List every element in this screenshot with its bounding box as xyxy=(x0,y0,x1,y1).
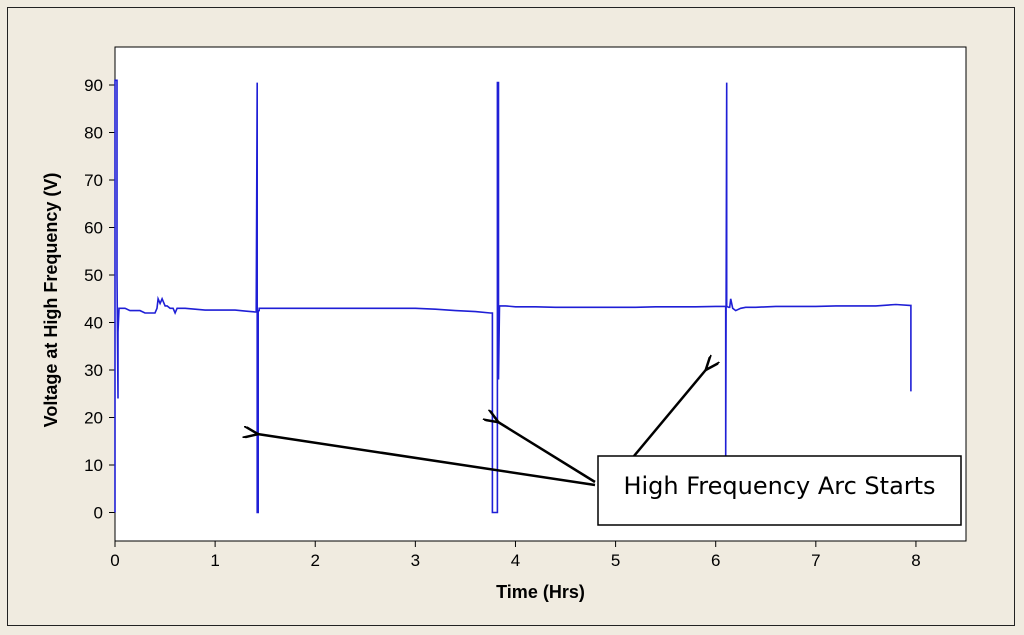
annotation-arrow xyxy=(498,422,596,484)
y-tick-label: 50 xyxy=(84,266,103,285)
x-tick-label: 0 xyxy=(110,551,119,570)
y-tick-label: 90 xyxy=(84,76,103,95)
y-tick-label: 10 xyxy=(84,456,103,475)
series-layer xyxy=(114,79,912,514)
x-tick-label: 8 xyxy=(911,551,920,570)
y-tick-label: 70 xyxy=(84,171,103,190)
annotation-arrow xyxy=(633,370,706,457)
x-tick-label: 5 xyxy=(611,551,620,570)
x-tick-label: 3 xyxy=(411,551,420,570)
series-line-0 xyxy=(114,79,912,514)
axis-ticks: 0 10 20 30 40 50 60 70 80 90 0 1 2 3 4 5 6 7 8 xyxy=(84,76,921,570)
annotation-text: High Frequency Arc Starts xyxy=(623,472,935,500)
x-tick-label: 1 xyxy=(210,551,219,570)
y-tick-label: 20 xyxy=(84,409,103,428)
annotation-box xyxy=(597,455,962,526)
x-tick-label: 2 xyxy=(311,551,320,570)
y-tick-label: 80 xyxy=(84,124,103,143)
y-tick-label: 40 xyxy=(84,314,103,333)
x-tick-label: 6 xyxy=(711,551,720,570)
x-tick-label: 7 xyxy=(811,551,820,570)
x-tick-label: 4 xyxy=(511,551,520,570)
y-tick-label: 30 xyxy=(84,361,103,380)
x-axis-title: Time (Hrs) xyxy=(496,582,585,602)
y-tick-label: 60 xyxy=(84,219,103,238)
annotation-arrow xyxy=(258,434,596,487)
y-tick-label: 0 xyxy=(94,504,103,523)
y-axis-title: Voltage at High Frequency (V) xyxy=(41,173,61,428)
annotation-layer: High Frequency Arc Starts xyxy=(258,370,962,526)
